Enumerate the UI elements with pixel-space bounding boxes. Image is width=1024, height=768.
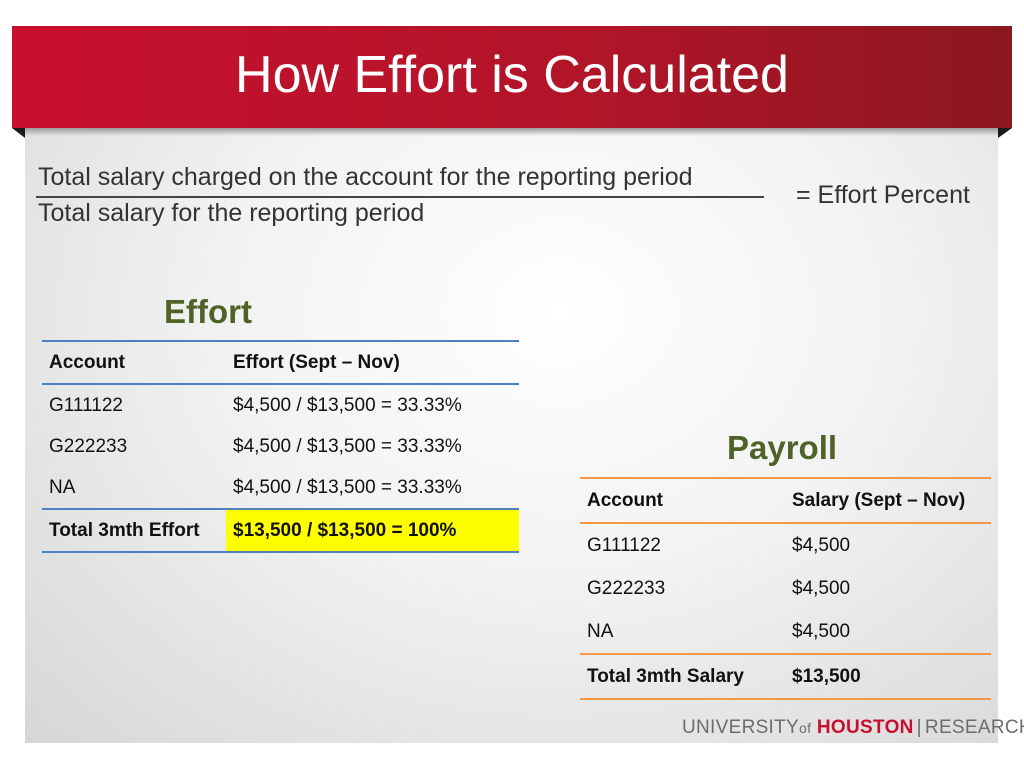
payroll-account-cell: NA xyxy=(587,620,614,642)
payroll-total-row: Total 3mth Salary $13,500 xyxy=(580,653,991,700)
logo-separator: | xyxy=(916,717,922,738)
logo-research: RESEARCH xyxy=(924,717,1024,738)
payroll-account-cell: G222233 xyxy=(587,577,666,599)
table-row: G111122 $4,500 xyxy=(580,523,991,567)
table-row: G111122 $4,500 / $13,500 = 33.33% xyxy=(42,384,519,426)
logo-houston: HOUSTON xyxy=(816,717,914,738)
effort-account-cell: G222233 xyxy=(49,435,128,457)
effort-value-cell: $4,500 / $13,500 = 33.33% xyxy=(233,435,462,457)
effort-table: Account Effort (Sept – Nov) G111122 $4,5… xyxy=(42,340,519,553)
table-row: NA $4,500 / $13,500 = 33.33% xyxy=(42,467,519,509)
formula-result: = Effort Percent xyxy=(796,181,970,209)
payroll-header-row: Account Salary (Sept – Nov) xyxy=(580,477,991,524)
effort-account-cell: NA xyxy=(49,476,76,498)
banner-shadow xyxy=(25,128,998,136)
university-logo: UNIVERSITYof HOUSTON | RESEARCH xyxy=(682,716,1024,740)
payroll-salary-cell: $4,500 xyxy=(792,577,851,599)
payroll-title: Payroll xyxy=(727,429,838,466)
formula-numerator: Total salary charged on the account for … xyxy=(38,163,693,191)
payroll-salary-cell: $4,500 xyxy=(792,620,851,642)
banner-fold-right xyxy=(998,128,1012,138)
table-row: G222233 $4,500 / $13,500 = 33.33% xyxy=(42,426,519,467)
title-banner xyxy=(12,26,1012,128)
payroll-header-salary: Salary (Sept – Nov) xyxy=(785,477,991,524)
payroll-total-label: Total 3mth Salary xyxy=(580,653,785,700)
table-row: G222233 $4,500 xyxy=(580,567,991,610)
logo-of: of xyxy=(799,720,812,736)
payroll-salary-cell: $4,500 xyxy=(792,534,851,556)
content-background xyxy=(25,128,998,743)
effort-title: Effort xyxy=(164,293,252,330)
effort-header-row: Account Effort (Sept – Nov) xyxy=(42,340,519,385)
effort-total-row: Total 3mth Effort $13,500 / $13,500 = 10… xyxy=(42,508,519,553)
payroll-account-cell: G111122 xyxy=(587,534,661,556)
banner-fold-left xyxy=(12,128,25,138)
payroll-table: Account Salary (Sept – Nov) G111122 $4,5… xyxy=(580,477,991,700)
effort-account-cell: G111122 xyxy=(49,394,123,416)
table-row: NA $4,500 xyxy=(580,610,991,654)
formula-fraction-bar xyxy=(36,196,764,198)
effort-total-value: $13,500 / $13,500 = 100% xyxy=(226,508,519,553)
effort-total-label: Total 3mth Effort xyxy=(42,508,226,553)
payroll-total-value: $13,500 xyxy=(785,653,991,700)
effort-value-cell: $4,500 / $13,500 = 33.33% xyxy=(233,394,462,416)
formula-denominator: Total salary for the reporting period xyxy=(38,199,425,227)
payroll-header-account: Account xyxy=(580,477,785,524)
effort-header-effort: Effort (Sept – Nov) xyxy=(226,340,519,385)
effort-value-cell: $4,500 / $13,500 = 33.33% xyxy=(233,476,462,498)
effort-header-account: Account xyxy=(42,340,226,385)
slide-title: How Effort is Calculated xyxy=(235,46,789,104)
logo-university: UNIVERSITY xyxy=(682,717,800,738)
